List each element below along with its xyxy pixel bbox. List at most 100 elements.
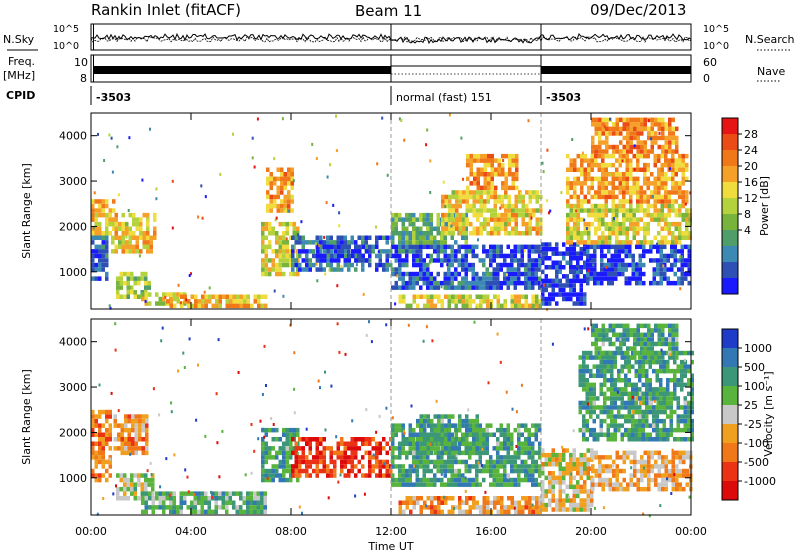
data-cell: [444, 500, 448, 505]
data-cell: [669, 405, 673, 410]
data-cell: [426, 455, 430, 460]
data-cell: [527, 477, 531, 483]
data-cell: [316, 244, 320, 250]
data-cell: [275, 235, 279, 240]
data-cell: [631, 414, 635, 419]
data-cell: [289, 446, 293, 451]
data-cell: [485, 432, 489, 437]
data-cell: [583, 466, 587, 471]
data-cell: [667, 158, 671, 163]
data-cell: [465, 432, 469, 437]
data-cell: [688, 235, 692, 240]
data-cell: [385, 468, 389, 474]
data-cell: [558, 251, 562, 256]
data-cell: [465, 446, 469, 451]
data-cell: [468, 299, 472, 304]
data-cell: [134, 427, 138, 433]
data-cell: [225, 509, 229, 515]
data-cell: [472, 226, 476, 231]
data-cell: [105, 240, 109, 245]
data-cell: [145, 423, 149, 428]
data-cell: [473, 181, 477, 186]
data-cell: [565, 274, 569, 279]
data-cell: [416, 500, 420, 505]
data-cell: [401, 432, 405, 437]
data-cell: [625, 158, 629, 163]
data-cell: [193, 505, 197, 510]
data-cell: [659, 244, 663, 250]
data-cell: [524, 280, 528, 286]
data-cell: [521, 203, 525, 209]
data-cell: [633, 131, 637, 136]
data-cell: [583, 296, 587, 302]
data-cell: [340, 468, 344, 474]
data-cell: [268, 244, 272, 250]
data-cell: [283, 208, 287, 213]
data-cell: [583, 480, 587, 485]
data-cell: [615, 172, 619, 177]
data-cell: [440, 414, 444, 419]
data-cell: [455, 226, 459, 231]
data-cell: [415, 280, 419, 286]
data-cell: [151, 500, 155, 505]
data-cell: [476, 172, 480, 177]
data-cell: [655, 405, 659, 410]
data-cell: [401, 468, 405, 474]
data-cell: [619, 468, 623, 474]
data-cell: [629, 149, 633, 154]
data-cell: [275, 437, 279, 442]
data-cell: [124, 446, 128, 451]
data-cell: [371, 455, 375, 460]
data-cell: [457, 258, 461, 263]
data-cell: [541, 161, 544, 165]
data-cell: [681, 153, 685, 159]
data-cell: [555, 269, 559, 275]
data-cell: [91, 262, 95, 268]
data-cell: [514, 231, 518, 236]
data-cell: [105, 459, 109, 465]
data-cell: [415, 441, 419, 446]
data-cell: [266, 181, 270, 186]
data-cell: [613, 350, 617, 356]
data-cell: [541, 466, 545, 471]
data-cell: [669, 396, 673, 401]
data-cell: [675, 450, 679, 456]
data-cell: [506, 253, 510, 259]
data-cell: [283, 199, 287, 204]
data-cell: [589, 253, 593, 259]
data-cell: [664, 221, 668, 227]
data-cell: [282, 249, 286, 254]
data-cell: [583, 452, 587, 458]
data-cell: [472, 212, 476, 218]
data-cell: [105, 262, 109, 268]
data-cell: [394, 231, 398, 236]
data-cell: [91, 249, 95, 254]
data-cell: [500, 500, 504, 505]
data-cell: [562, 480, 566, 485]
data-cell: [677, 249, 681, 254]
data-cell: [610, 253, 614, 259]
data-cell: [586, 502, 590, 508]
data-cell: [622, 240, 626, 245]
data-cell: [669, 368, 673, 374]
data-cell: [622, 355, 626, 360]
data-cell: [336, 446, 340, 451]
data-cell: [589, 427, 593, 433]
data-cell: [638, 432, 642, 437]
data-cell: [218, 303, 222, 309]
data-cell: [579, 466, 583, 471]
data-cell: [483, 190, 487, 195]
data-cell: [569, 265, 573, 270]
data-cell: [499, 427, 503, 433]
data-cell: [273, 203, 277, 209]
data-cell: [454, 482, 458, 487]
data-cell: [661, 473, 665, 478]
data-cell: [433, 244, 437, 250]
data-cell: [343, 249, 347, 254]
data-cell: [416, 432, 420, 437]
data-cell: [305, 473, 309, 478]
data-cell: [450, 285, 454, 290]
data-cell: [108, 414, 112, 419]
data-cell: [117, 423, 121, 428]
data-cell: [671, 140, 675, 145]
